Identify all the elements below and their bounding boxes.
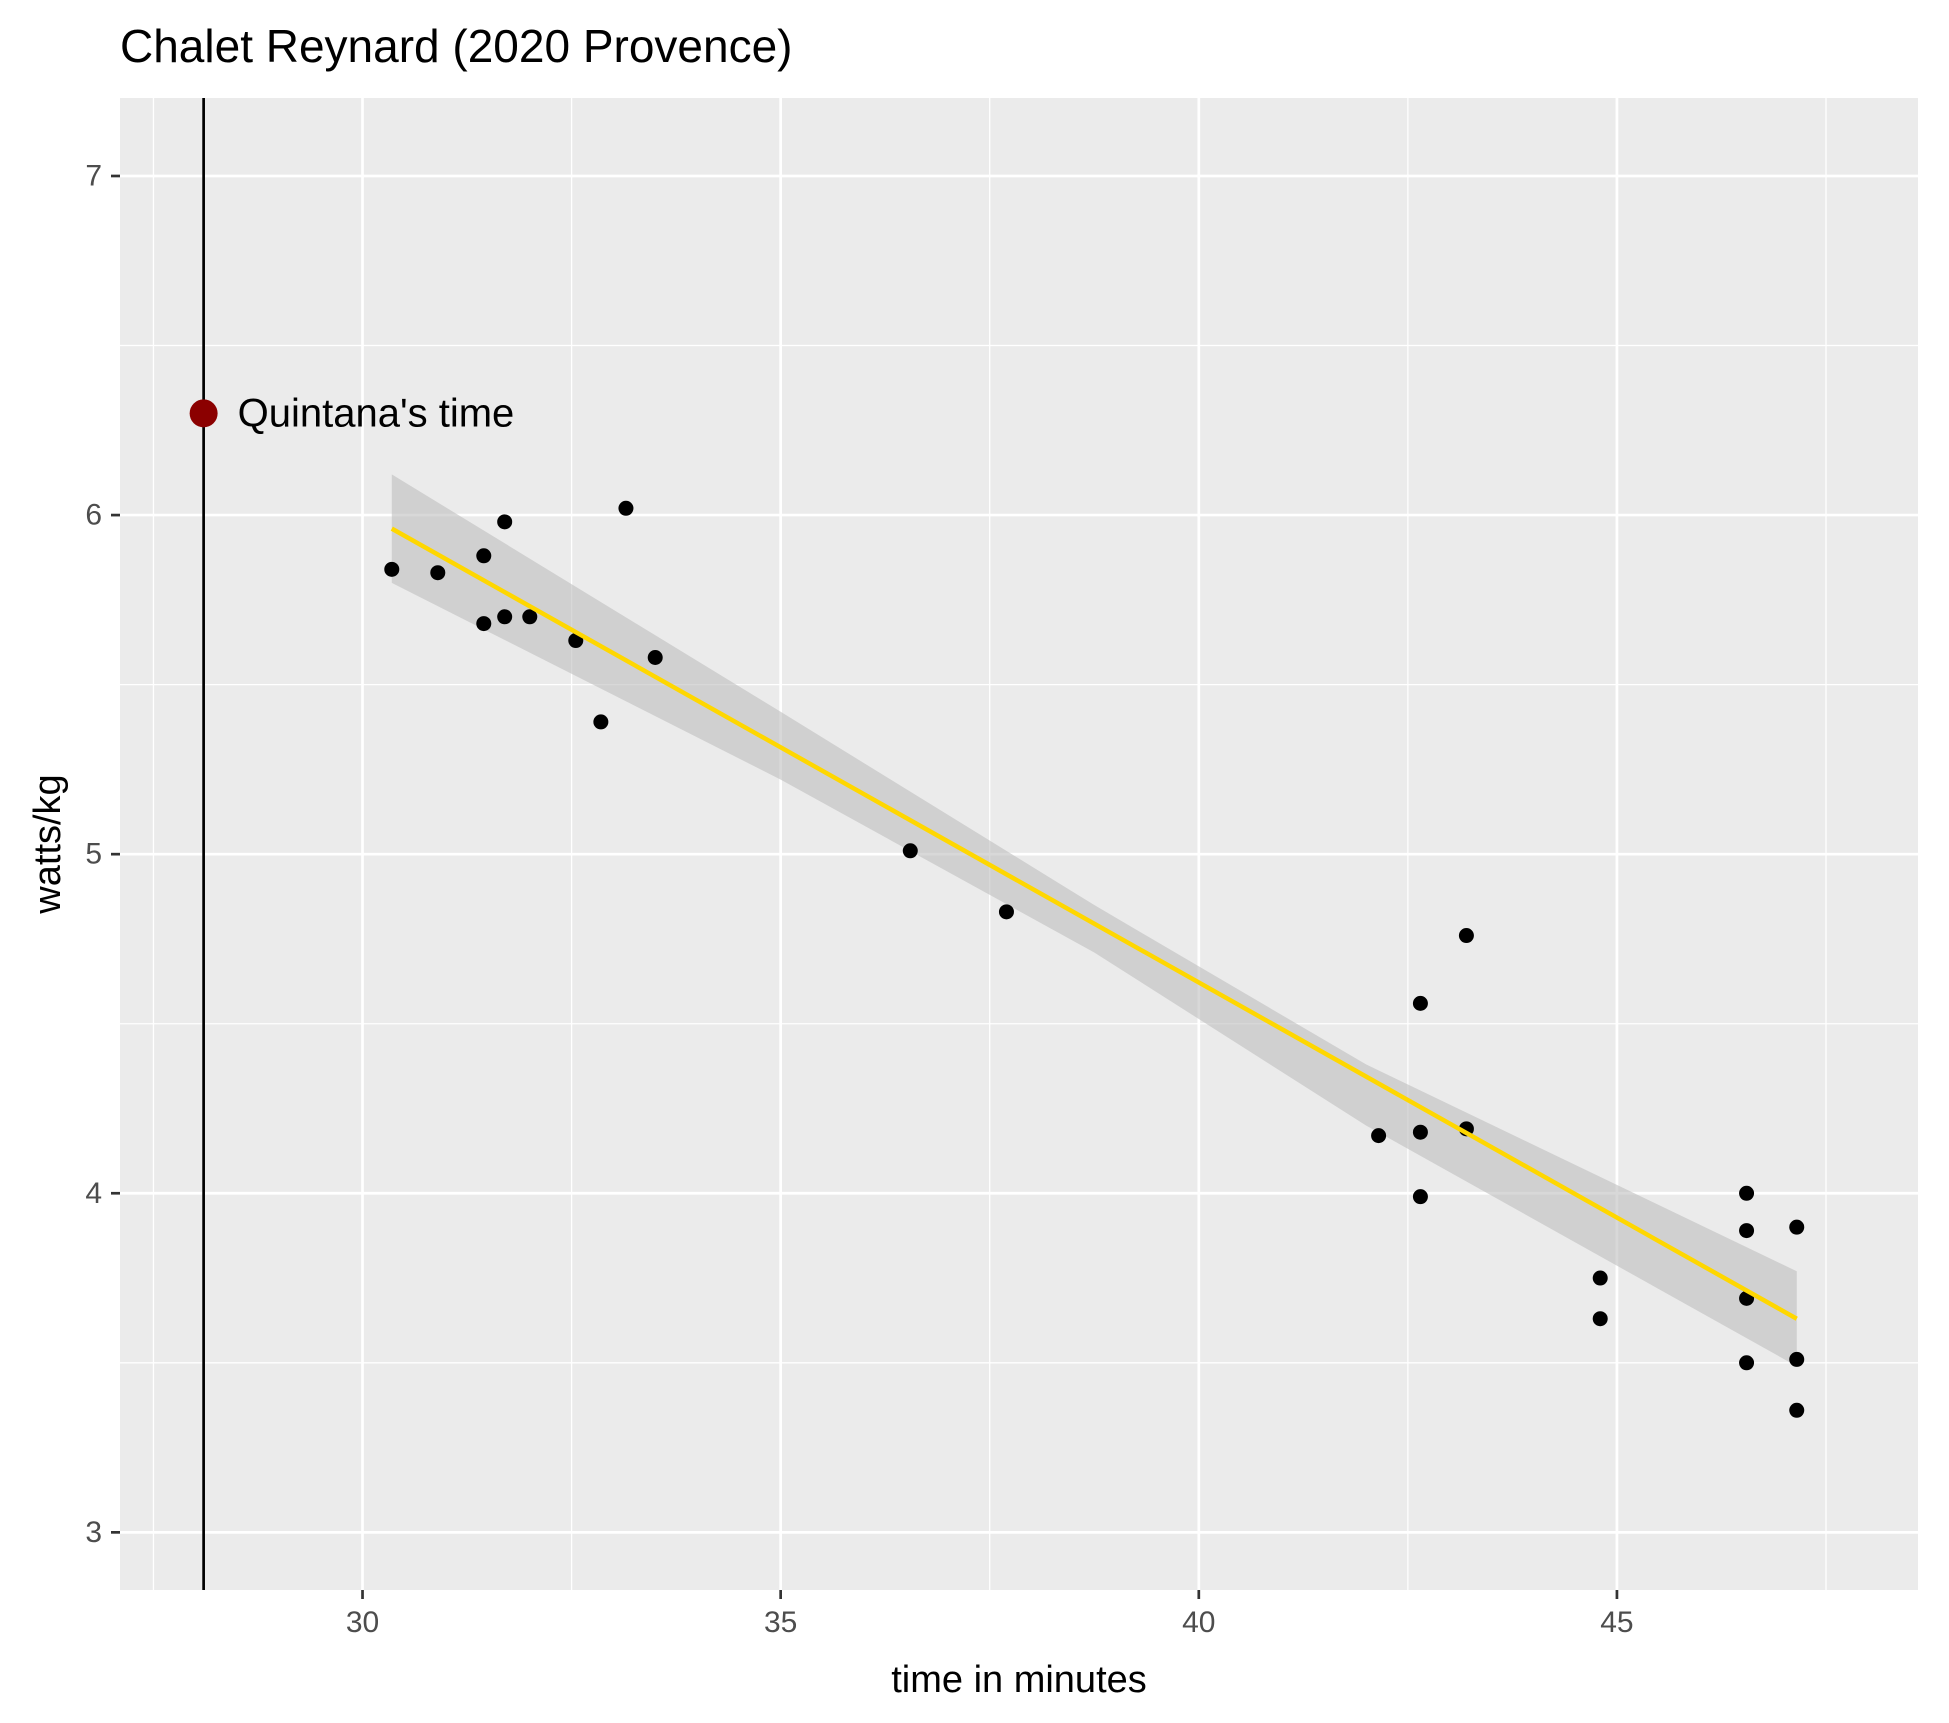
data-point xyxy=(1789,1351,1805,1367)
y-axis-label: watts/kg xyxy=(27,774,69,914)
data-point xyxy=(522,609,538,625)
data-point xyxy=(1789,1402,1805,1418)
x-axis: 30 35 40 45 xyxy=(346,1590,1634,1639)
data-points xyxy=(384,500,1805,1418)
data-point xyxy=(476,616,492,632)
data-point xyxy=(1458,928,1474,944)
y-tick-label: 3 xyxy=(85,1516,102,1549)
chart-title: Chalet Reynard (2020 Provence) xyxy=(120,20,792,72)
x-tick-label: 35 xyxy=(764,1606,797,1639)
regression-line xyxy=(390,526,1798,1321)
x-tick-label: 40 xyxy=(1182,1606,1215,1639)
y-axis: 3 4 5 6 7 xyxy=(85,159,120,1549)
data-point xyxy=(1789,1219,1805,1235)
data-point xyxy=(1592,1311,1608,1327)
data-point xyxy=(618,500,634,516)
data-point xyxy=(1371,1128,1387,1144)
data-point xyxy=(1739,1223,1755,1239)
confidence-band xyxy=(391,474,1797,1367)
data-point xyxy=(1739,1355,1755,1371)
data-point xyxy=(476,548,492,564)
data-point xyxy=(647,650,663,665)
data-point xyxy=(1412,1189,1428,1205)
data-point xyxy=(1739,1185,1755,1201)
data-point xyxy=(430,565,446,581)
data-point xyxy=(1412,1124,1428,1140)
y-tick-label: 5 xyxy=(85,838,102,871)
x-axis-label: time in minutes xyxy=(891,1659,1147,1701)
y-tick-label: 6 xyxy=(85,499,102,532)
data-point xyxy=(497,514,513,530)
y-tick-label: 4 xyxy=(85,1177,102,1210)
data-point xyxy=(497,609,513,625)
data-point xyxy=(593,714,609,730)
data-point xyxy=(1412,995,1428,1011)
reference-label: Quintana's time xyxy=(238,391,515,435)
x-tick-label: 45 xyxy=(1600,1606,1633,1639)
x-tick-label: 30 xyxy=(346,1606,379,1639)
data-point xyxy=(1592,1270,1608,1286)
data-point xyxy=(902,843,918,859)
data-point xyxy=(384,561,400,577)
major-gridlines xyxy=(120,98,1918,1590)
reference-point xyxy=(189,399,218,428)
plot-panel xyxy=(120,98,1918,1590)
data-point xyxy=(998,904,1014,920)
y-tick-label: 7 xyxy=(85,159,102,192)
